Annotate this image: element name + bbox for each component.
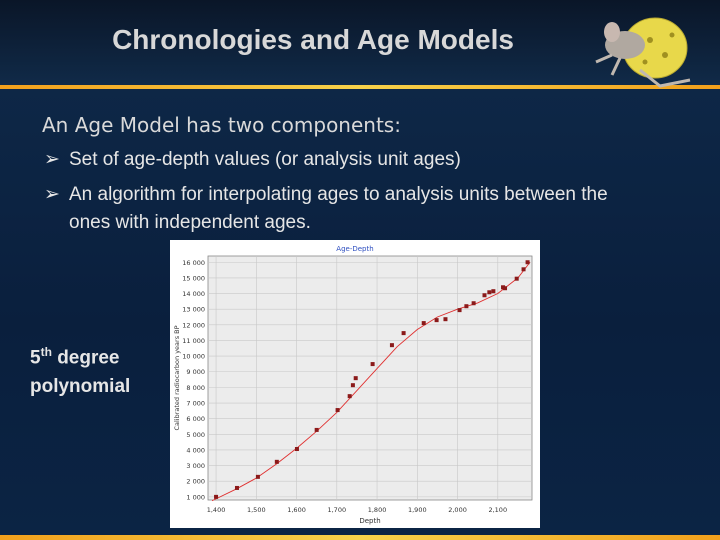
x-tick-label: 2,100: [488, 506, 507, 514]
x-tick-label: 1,800: [368, 506, 387, 514]
data-point: [421, 321, 426, 326]
data-point: [347, 394, 352, 399]
data-point: [389, 343, 394, 348]
bullet: An algorithm for interpolating ages to a…: [44, 181, 629, 237]
label-text: polynomial: [30, 376, 131, 398]
data-point: [525, 260, 530, 265]
y-tick-label: 14 000: [182, 290, 205, 298]
y-tick-label: 4 000: [186, 446, 205, 454]
chart-title: Age-Depth: [336, 245, 373, 253]
data-point: [353, 376, 358, 381]
y-tick-label: 2 000: [186, 478, 205, 486]
y-tick-label: 5 000: [186, 431, 205, 439]
data-point: [214, 494, 219, 499]
data-point: [370, 362, 375, 367]
y-tick-label: 9 000: [186, 368, 205, 376]
data-point: [335, 408, 340, 413]
side-label: 5th degree polynomial: [30, 338, 130, 401]
data-point: [464, 304, 469, 309]
data-point: [514, 276, 519, 281]
data-point: [503, 286, 508, 291]
y-tick-label: 3 000: [186, 462, 205, 470]
data-point: [274, 459, 279, 464]
data-point: [487, 290, 492, 295]
data-point: [491, 289, 496, 294]
x-tick-label: 1,500: [247, 506, 266, 514]
data-point: [501, 285, 506, 290]
y-tick-label: 16 000: [182, 259, 205, 267]
y-tick-label: 6 000: [186, 415, 205, 423]
y-tick-label: 11 000: [182, 337, 205, 345]
y-axis-label: Calibrated radiocarbon years BP: [173, 325, 181, 430]
data-point: [482, 293, 487, 298]
data-point: [255, 474, 260, 479]
data-point: [314, 427, 319, 432]
data-point: [471, 301, 476, 306]
y-tick-label: 10 000: [182, 353, 205, 361]
x-tick-label: 1,900: [408, 506, 427, 514]
label-text: th: [40, 345, 52, 359]
slide-title: Chronologies and Age Models: [112, 24, 514, 55]
data-point: [401, 331, 406, 336]
x-tick-label: 1,700: [327, 506, 346, 514]
bullet: Set of age-depth values (or analysis uni…: [44, 146, 629, 174]
y-tick-label: 7 000: [186, 400, 205, 408]
data-point: [234, 485, 239, 490]
y-tick-label: 12 000: [182, 321, 205, 329]
data-point: [457, 308, 462, 313]
fit-line: [211, 261, 531, 502]
heading: An Age Model has two components:: [42, 113, 401, 137]
label-text: 5: [30, 347, 41, 369]
y-tick-label: 13 000: [182, 306, 205, 314]
y-tick-label: 15 000: [182, 274, 205, 282]
y-tick-label: 1 000: [186, 493, 205, 501]
x-tick-label: 1,600: [287, 506, 306, 514]
data-point: [350, 383, 355, 388]
plot-area: [207, 255, 533, 501]
x-tick-label: 1,400: [207, 506, 226, 514]
data-point: [294, 447, 299, 452]
y-tick-label: 8 000: [186, 384, 205, 392]
mouse-illustration: [595, 17, 691, 88]
x-axis-label: Depth: [359, 517, 380, 525]
label-text: degree: [57, 347, 120, 369]
x-tick-label: 2,000: [448, 506, 467, 514]
data-point: [443, 317, 448, 322]
data-point: [434, 318, 439, 323]
stripe: [0, 85, 720, 89]
stripe: [0, 535, 720, 540]
title-band: [0, 0, 720, 85]
data-point: [521, 267, 526, 272]
